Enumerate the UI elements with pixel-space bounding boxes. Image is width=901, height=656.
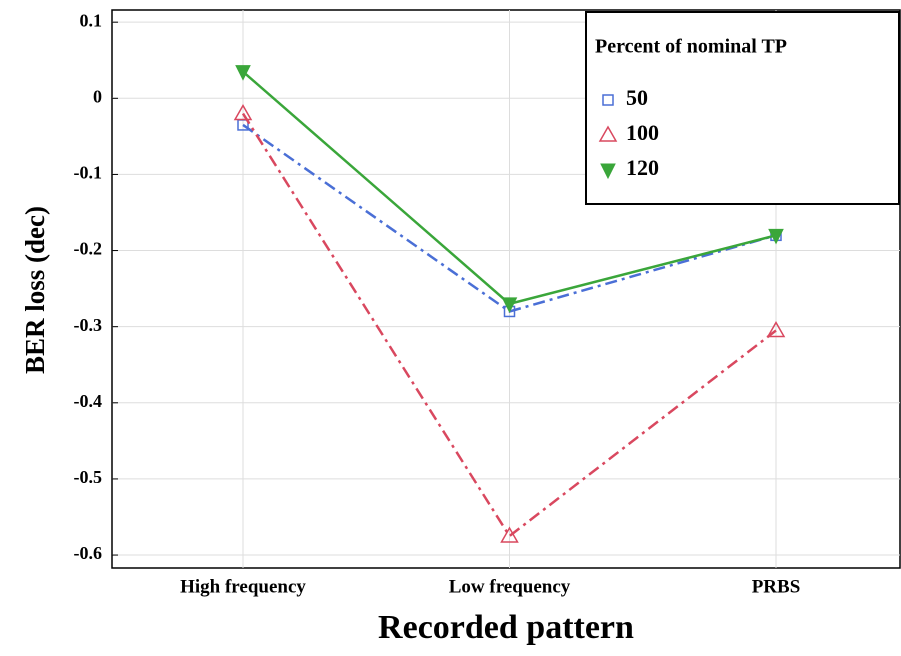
- legend-label: 100: [626, 120, 659, 145]
- x-tick-label: PRBS: [752, 576, 801, 597]
- x-tick-label: High frequency: [180, 576, 306, 597]
- marker: [602, 94, 614, 106]
- legend: Percent of nominal TP 50 100 120: [585, 11, 900, 205]
- y-tick-label: -0.1: [74, 163, 103, 183]
- legend-box: [585, 11, 900, 205]
- y-tick-label: -0.4: [74, 391, 103, 411]
- legend-label: 120: [626, 155, 659, 180]
- y-tick-label: -0.3: [74, 315, 103, 335]
- legend-title: Percent of nominal TP: [595, 36, 787, 58]
- y-tick-label: -0.5: [74, 467, 103, 487]
- marker: [501, 297, 518, 313]
- y-tick-label: 0.1: [80, 10, 103, 30]
- marker: [235, 65, 251, 81]
- legend-label: 50: [626, 85, 648, 110]
- marker: [233, 104, 253, 121]
- marker: [768, 228, 784, 245]
- marker: [500, 526, 519, 543]
- x-tick-label: Low frequency: [449, 576, 571, 597]
- y-tick-label: 0: [93, 86, 102, 106]
- marker: [598, 125, 618, 142]
- plot-frame: [111, 9, 901, 569]
- y-tick-label: -0.6: [74, 543, 103, 563]
- y-axis-label: BER loss (dec): [20, 206, 50, 374]
- marker: [600, 163, 616, 180]
- marker: [766, 320, 786, 338]
- x-axis-label: Recorded pattern: [378, 609, 634, 646]
- y-tick-label: -0.2: [74, 239, 103, 259]
